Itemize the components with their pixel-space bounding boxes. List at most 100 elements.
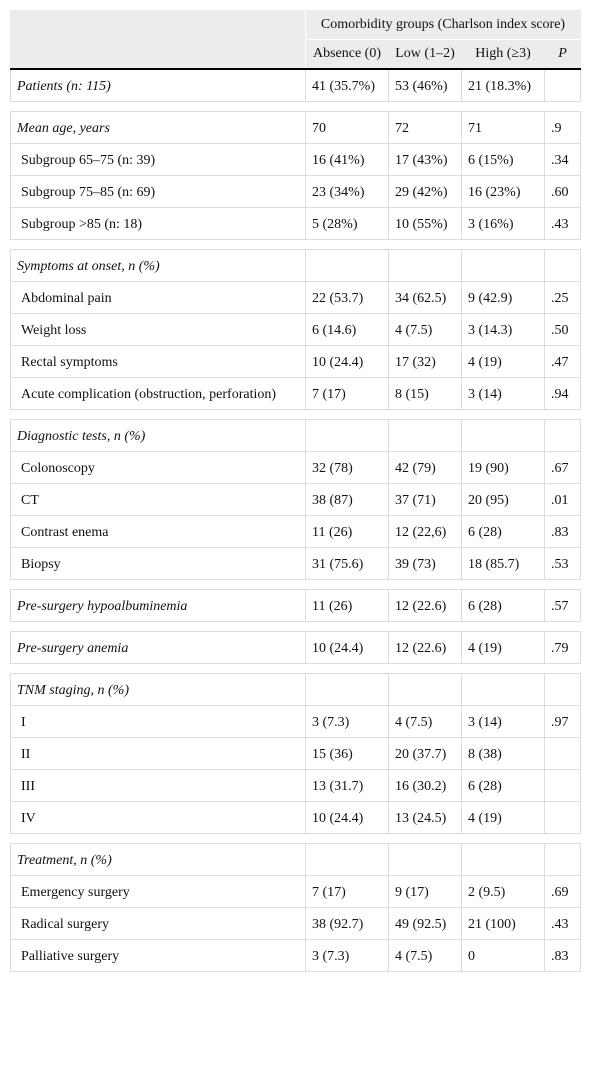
table-cell: 8 (38) <box>461 737 545 770</box>
table-cell: .97 <box>544 705 581 738</box>
table-cell: 4 (19) <box>461 345 545 378</box>
table-cell <box>461 843 545 876</box>
table-row: Mean age, years 70 72 71.9 <box>10 111 581 144</box>
row-label: Weight loss <box>10 313 306 346</box>
row-label: Contrast enema <box>10 515 306 548</box>
table-cell: 70 <box>305 111 389 144</box>
table-cell <box>544 419 581 452</box>
table-cell: 49 (92.5) <box>388 907 462 940</box>
table-cell <box>305 419 389 452</box>
table-row: Subgroup 75–85 (n: 69) 23 (34%) 29 (42%) 16… <box>10 175 581 208</box>
row-label: I <box>10 705 306 738</box>
row-label: Palliative surgery <box>10 939 306 972</box>
table-cell: 8 (15) <box>388 377 462 410</box>
spacer-cell <box>10 101 581 112</box>
table-cell: .53 <box>544 547 581 580</box>
table-cell: 71 <box>461 111 545 144</box>
table-cell <box>544 673 581 706</box>
table-cell: .43 <box>544 207 581 240</box>
table-cell: 11 (26) <box>305 515 389 548</box>
table-cell: 18 (85.7) <box>461 547 545 580</box>
table-row: IV 10 (24.4) 13 (24.5) 4 (19) <box>10 801 581 834</box>
table-cell: 12 (22.6) <box>388 631 462 664</box>
table-cell: .67 <box>544 451 581 484</box>
table-cell: 37 (71) <box>388 483 462 516</box>
row-label: Subgroup 65–75 (n: 39) <box>10 143 306 176</box>
table-cell: 3 (14) <box>461 705 545 738</box>
table-cell: 4 (7.5) <box>388 705 462 738</box>
table-cell: 7 (17) <box>305 377 389 410</box>
row-label: Treatment, n (%) <box>10 843 306 876</box>
table-row: CT 38 (87) 37 (71) 20 (95) .01 <box>10 483 581 516</box>
table-cell: .60 <box>544 175 581 208</box>
table-row: Weight loss 6 (14.6) 4 (7.5) 3 (14.3) .50 <box>10 313 581 346</box>
table-cell <box>305 249 389 282</box>
row-label: Abdominal pain <box>10 281 306 314</box>
table-row: Biopsy 31 (75.6) 39 (73) 18 (85.7) .53 <box>10 547 581 580</box>
group-header: Comorbidity groups (Charlson index score… <box>305 10 581 40</box>
table-cell <box>388 673 462 706</box>
table-cell: 72 <box>388 111 462 144</box>
header-blank <box>10 10 306 40</box>
table-row: Patients (n: 115) 41 (35.7%) 53 (46%) 21 (1… <box>10 68 581 102</box>
table-cell: .43 <box>544 907 581 940</box>
table-cell: 12 (22,6) <box>388 515 462 548</box>
row-label: Rectal symptoms <box>10 345 306 378</box>
table-cell: 4 (19) <box>461 801 545 834</box>
row-label: Emergency surgery <box>10 875 306 908</box>
column-header: Low (1–2) <box>388 39 462 70</box>
table-row: Colonoscopy 32 (78) 42 (79) 19 (90) .67 <box>10 451 581 484</box>
table-cell: 9 (17) <box>388 875 462 908</box>
spacer-cell <box>10 409 581 420</box>
row-label: Biopsy <box>10 547 306 580</box>
table-cell: 4 (19) <box>461 631 545 664</box>
spacer-row <box>10 101 581 112</box>
table-row: TNM staging, n (%) <box>10 673 581 706</box>
table-cell: 3 (14.3) <box>461 313 545 346</box>
header-blank <box>10 39 306 70</box>
table-cell: 53 (46%) <box>388 68 462 102</box>
row-label: Colonoscopy <box>10 451 306 484</box>
table-cell <box>305 843 389 876</box>
row-label: Patients (n: 115) <box>10 68 306 102</box>
table-cell: 6 (15%) <box>461 143 545 176</box>
table-row: Contrast enema 11 (26) 12 (22,6) 6 (28) .83 <box>10 515 581 548</box>
table-cell: 39 (73) <box>388 547 462 580</box>
table-cell: 34 (62.5) <box>388 281 462 314</box>
spacer-cell <box>10 833 581 844</box>
column-header: Absence (0) <box>305 39 389 70</box>
table-cell: 21 (18.3%) <box>461 68 545 102</box>
row-label: III <box>10 769 306 802</box>
table-cell <box>544 843 581 876</box>
table-body: Patients (n: 115) 41 (35.7%) 53 (46%) 21 (1… <box>10 68 581 972</box>
spacer-row <box>10 579 581 590</box>
table-cell: 42 (79) <box>388 451 462 484</box>
table-cell <box>461 249 545 282</box>
spacer-cell <box>10 663 581 674</box>
row-label: TNM staging, n (%) <box>10 673 306 706</box>
spacer-row <box>10 663 581 674</box>
table-cell: 10 (24.4) <box>305 345 389 378</box>
table-cell: 16 (23%) <box>461 175 545 208</box>
table-row: Pre-surgery hypoalbuminemia 11 (26) 12 (22… <box>10 589 581 622</box>
table-row: Pre-surgery anemia 10 (24.4) 12 (22.6) 4 (1… <box>10 631 581 664</box>
table-cell: 3 (7.3) <box>305 705 389 738</box>
spacer-cell <box>10 621 581 632</box>
table-cell: 13 (24.5) <box>388 801 462 834</box>
table-cell <box>544 769 581 802</box>
table-cell: 10 (55%) <box>388 207 462 240</box>
table-cell: 3 (14) <box>461 377 545 410</box>
table-cell <box>305 673 389 706</box>
table-cell: 38 (87) <box>305 483 389 516</box>
table-cell: 6 (28) <box>461 769 545 802</box>
spacer-row <box>10 409 581 420</box>
spacer-cell <box>10 579 581 590</box>
table-cell: 13 (31.7) <box>305 769 389 802</box>
column-header: P <box>544 39 581 70</box>
table-row: Subgroup 65–75 (n: 39) 16 (41%) 17 (43%) 6 … <box>10 143 581 176</box>
table-cell: 10 (24.4) <box>305 801 389 834</box>
table-cell: .01 <box>544 483 581 516</box>
table-cell: .83 <box>544 515 581 548</box>
table-cell: 10 (24.4) <box>305 631 389 664</box>
